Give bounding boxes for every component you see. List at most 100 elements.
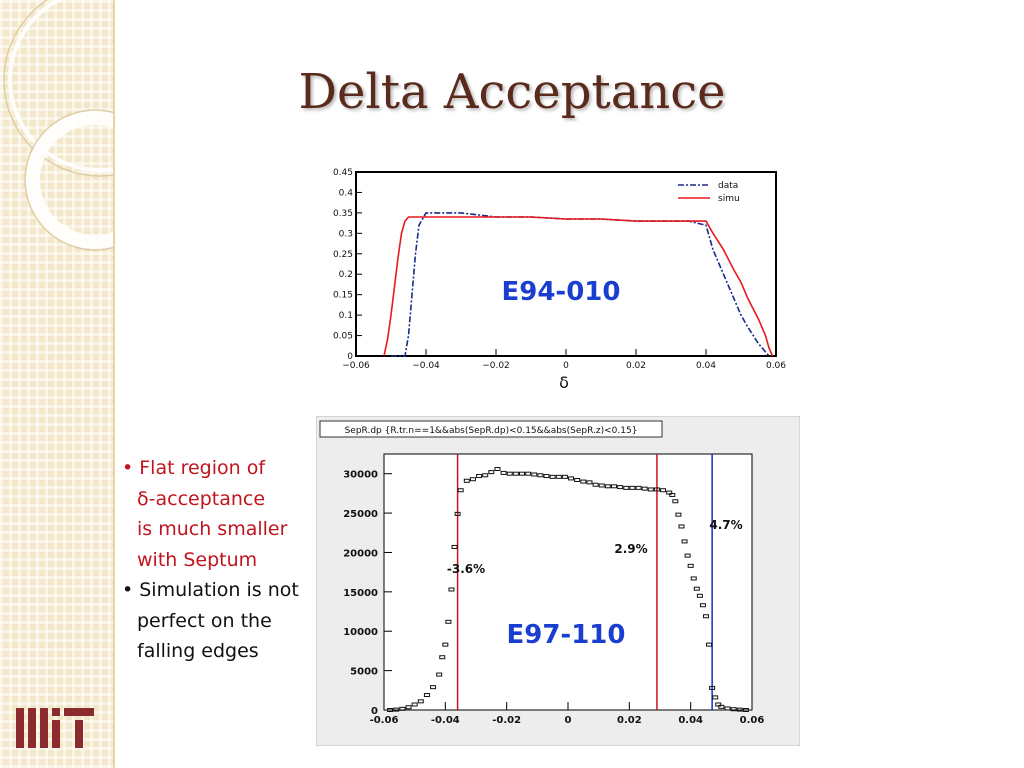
bullet-2-line-2: perfect on the: [137, 609, 272, 632]
slide-title: Delta Acceptance: [298, 64, 726, 120]
chart2-y-tick-label: 30000: [343, 470, 378, 481]
bullet-1-line-3: is much smaller: [137, 518, 288, 540]
chart2-point: [561, 474, 568, 479]
chart2-y-tick-label: 25000: [343, 509, 378, 520]
chart2-point: [641, 486, 648, 491]
legend-data-label: data: [718, 181, 738, 191]
chart1-frame: [355, 171, 777, 357]
chart2-y-tick-label: 5000: [350, 667, 378, 678]
chart2-y-tick-label: 0: [371, 706, 378, 717]
chart2-point: [417, 699, 424, 704]
chart2-point: [405, 705, 412, 710]
chart2-point: [387, 708, 394, 712]
chart1-y-tick-label: 0.1: [339, 311, 353, 321]
chart2-x-tick-label: 0: [565, 715, 572, 726]
chart2-point: [604, 484, 611, 489]
chart2-point: [611, 484, 617, 489]
chart2-point: [647, 487, 654, 492]
chart1-x-axis-title: δ: [559, 373, 569, 392]
chart2-point: [463, 478, 470, 483]
chart2-point: [430, 685, 437, 690]
chart1-y-tick-label: 0.25: [333, 250, 353, 260]
chart2-point: [574, 477, 581, 482]
chart2-point: [568, 476, 575, 481]
chart2-point: [672, 499, 679, 504]
chart2-point: [678, 524, 685, 529]
chart2-x-tick-label: -0.06: [370, 715, 399, 726]
chart2-point: [580, 479, 587, 484]
chart2-point: [666, 490, 673, 495]
chart2-point: [696, 593, 703, 598]
chart2-point: [454, 511, 461, 516]
chart2-point: [423, 693, 430, 698]
chart2-point: [436, 672, 443, 677]
chart-e97-110: SepR.dp {R.tr.n==1&&abs(SepR.dp)<0.15&&a…: [316, 416, 800, 746]
chart2-point: [736, 707, 743, 712]
chart2-point: [693, 586, 700, 591]
chart2-point: [525, 471, 532, 476]
chart2-point: [592, 482, 599, 487]
chart2-point: [512, 471, 519, 476]
bullet-list: • Flat region of δ-acceptance is much sm…: [122, 453, 299, 667]
chart2-point: [399, 706, 406, 711]
chart2-point: [448, 587, 455, 592]
chart-e94-010: 00.050.10.150.20.250.30.350.40.45 −0.06−…: [316, 166, 786, 394]
chart2-point: [555, 474, 562, 479]
chart2-point: [549, 474, 556, 479]
chart2-title-box: [319, 420, 663, 438]
chart2-point: [653, 487, 660, 492]
chart2-point: [439, 655, 446, 660]
chart2-frame: [383, 453, 753, 711]
chart2-y-tick-label: 20000: [343, 548, 378, 559]
chart2-point: [393, 707, 400, 712]
chart2-point: [488, 470, 495, 475]
chart2-point: [712, 695, 719, 700]
chart2-cut-label: 4.7%: [709, 518, 742, 532]
chart2-x-tick-label: -0.02: [492, 715, 521, 726]
chart1-y-tick-label: 0.15: [333, 291, 353, 301]
chart2-stats-title: SepR.dp {R.tr.n==1&&abs(SepR.dp)<0.15&&a…: [345, 426, 638, 436]
chart2-x-tick-label: 0.06: [740, 715, 765, 726]
chart2-cut-label: 2.9%: [614, 542, 647, 556]
chart2-point: [482, 473, 489, 478]
chart1-x-tick-label: −0.02: [482, 361, 510, 371]
chart2-cut-label: -3.6%: [447, 562, 485, 576]
chart2-point: [531, 472, 538, 477]
chart2-point: [598, 483, 605, 488]
chart2-point: [718, 704, 725, 709]
chart1-y-tick-label: 0.4: [339, 188, 354, 198]
chart2-point: [537, 473, 544, 478]
chart1-x-tick-label: −0.06: [342, 361, 370, 371]
chart2-x-tick-label: -0.04: [431, 715, 460, 726]
chart1-y-tick-label: 0.3: [339, 229, 353, 239]
chart1-legend: data simu: [678, 181, 740, 204]
chart2-point: [629, 485, 636, 490]
chart2-x-axis: -0.06 -0.04 -0.02 0 0.02 0.04 0.06: [370, 702, 765, 726]
chart2-y-tick-label: 10000: [343, 627, 378, 638]
chart2-point: [742, 708, 749, 712]
chart2-cut-lines: -3.6% 2.9% 4.7%: [447, 454, 743, 710]
chart2-point: [506, 471, 513, 476]
chart2-point: [660, 488, 667, 493]
chart1-y-tick-label: 0.2: [339, 270, 353, 280]
chart2-point: [709, 685, 716, 690]
chart2-point: [494, 466, 501, 471]
chart2-points: [387, 466, 749, 712]
chart2-point: [675, 512, 682, 517]
chart2-point: [681, 539, 688, 544]
chart2-point: [586, 480, 593, 485]
chart1-series: [383, 212, 774, 357]
chart2-point: [730, 707, 737, 712]
chart2-point: [411, 702, 418, 707]
chart1-y-tick-label: 0.05: [333, 332, 353, 342]
chart2-point: [706, 642, 713, 647]
chart1-x-tick-label: −0.04: [412, 361, 440, 371]
chart2-point: [623, 485, 630, 490]
chart1-y-axis: 0 0.05 0.1 0.15 0.2 0.25 0.3 0.35 0.4 0.45: [333, 168, 362, 362]
chart2-x-tick-label: 0.02: [617, 715, 642, 726]
chart2-x-tick-label: 0.04: [678, 715, 703, 726]
chart1-x-tick-label: 0.06: [766, 361, 786, 371]
chart2-point: [684, 553, 691, 558]
chart2-point: [543, 474, 550, 479]
chart2-point: [687, 563, 694, 568]
